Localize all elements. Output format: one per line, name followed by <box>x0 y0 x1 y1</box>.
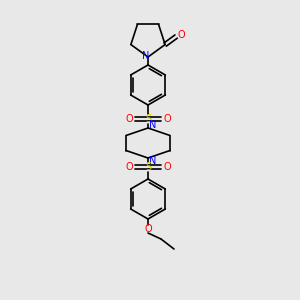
Text: O: O <box>163 162 171 172</box>
Text: O: O <box>163 114 171 124</box>
Text: S: S <box>145 162 151 172</box>
Text: O: O <box>177 30 185 40</box>
Text: O: O <box>125 114 133 124</box>
Text: O: O <box>144 224 152 234</box>
Text: N: N <box>142 51 150 61</box>
Text: N: N <box>149 120 157 130</box>
Text: O: O <box>125 162 133 172</box>
Text: S: S <box>145 114 151 124</box>
Text: N: N <box>149 156 157 166</box>
